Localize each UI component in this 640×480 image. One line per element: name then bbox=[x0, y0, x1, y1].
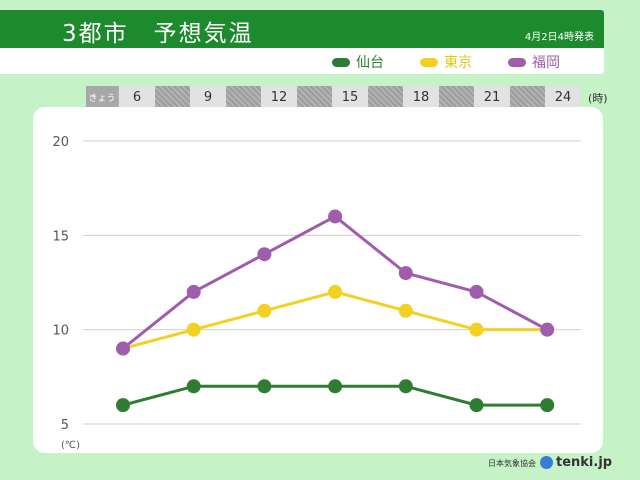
y-tick-label: 5 bbox=[61, 418, 69, 433]
series-line-1 bbox=[122, 290, 548, 350]
hour-gap bbox=[439, 86, 474, 108]
hour-gap bbox=[297, 86, 332, 108]
legend-label-sendai: 仙台 bbox=[356, 55, 384, 71]
data-point-0 bbox=[116, 398, 130, 413]
time-axis-bar: きょう 6 9 12 15 18 21 24 bbox=[86, 86, 581, 108]
data-point-1 bbox=[257, 303, 272, 318]
tenki-logo: tenki.jp bbox=[540, 455, 612, 470]
data-point-0 bbox=[398, 379, 413, 394]
data-point-0 bbox=[186, 379, 201, 394]
hour-label: 9 bbox=[190, 86, 226, 108]
legend-label-fukuoka: 福岡 bbox=[532, 55, 560, 71]
logo-text: tenki.jp bbox=[556, 455, 613, 470]
data-point-1 bbox=[469, 322, 484, 337]
header-bar: 3都市 予想気温 4月2日4時発表 bbox=[0, 10, 604, 48]
legend: 仙台 東京 福岡 bbox=[0, 48, 604, 74]
issue-date: 4月2日4時発表 bbox=[524, 32, 594, 43]
data-point-1 bbox=[186, 322, 201, 337]
hour-label: 18 bbox=[403, 86, 439, 108]
data-point-2 bbox=[398, 266, 413, 281]
y-unit-label: (℃) bbox=[61, 440, 80, 451]
data-point-2 bbox=[116, 341, 130, 356]
data-point-1 bbox=[328, 284, 343, 299]
day-label: きょう bbox=[86, 86, 118, 108]
legend-item-tokyo: 東京 bbox=[420, 52, 472, 72]
temperature-line-chart: 20 15 10 5 (℃) bbox=[52, 135, 581, 451]
data-point-2 bbox=[186, 284, 201, 299]
data-point-0 bbox=[469, 398, 484, 413]
legend-swatch-sendai bbox=[332, 57, 350, 67]
data-point-2 bbox=[328, 209, 343, 224]
data-point-2 bbox=[257, 247, 272, 262]
hour-label: 6 bbox=[119, 86, 155, 108]
hour-label: 24 bbox=[545, 86, 581, 108]
credit-text: 日本気象協会 bbox=[488, 459, 536, 468]
legend-swatch-fukuoka bbox=[508, 57, 526, 67]
hour-gap bbox=[226, 86, 261, 108]
data-point-0 bbox=[540, 398, 555, 413]
y-tick-label: 20 bbox=[52, 135, 69, 150]
hour-gap bbox=[368, 86, 403, 108]
hour-label: 12 bbox=[261, 86, 297, 108]
y-tick-label: 15 bbox=[52, 229, 69, 244]
y-tick-label: 10 bbox=[52, 324, 69, 339]
data-point-0 bbox=[328, 379, 343, 394]
legend-label-tokyo: 東京 bbox=[444, 55, 472, 71]
legend-item-fukuoka: 福岡 bbox=[508, 52, 560, 72]
hour-gap bbox=[118, 86, 119, 108]
page-title: 3都市 予想気温 bbox=[62, 21, 254, 47]
time-unit-label: (時) bbox=[588, 92, 608, 105]
logo-icon bbox=[540, 456, 553, 469]
data-point-0 bbox=[257, 379, 272, 394]
hour-gap bbox=[155, 86, 190, 108]
legend-item-sendai: 仙台 bbox=[332, 52, 384, 72]
chart-panel: 20 15 10 5 (℃) bbox=[33, 107, 603, 453]
hour-label: 15 bbox=[332, 86, 368, 108]
hour-gap bbox=[510, 86, 545, 108]
data-point-2 bbox=[469, 284, 484, 299]
data-point-2 bbox=[540, 322, 555, 337]
data-point-1 bbox=[398, 303, 413, 318]
hour-label: 21 bbox=[474, 86, 510, 108]
legend-swatch-tokyo bbox=[420, 57, 438, 67]
